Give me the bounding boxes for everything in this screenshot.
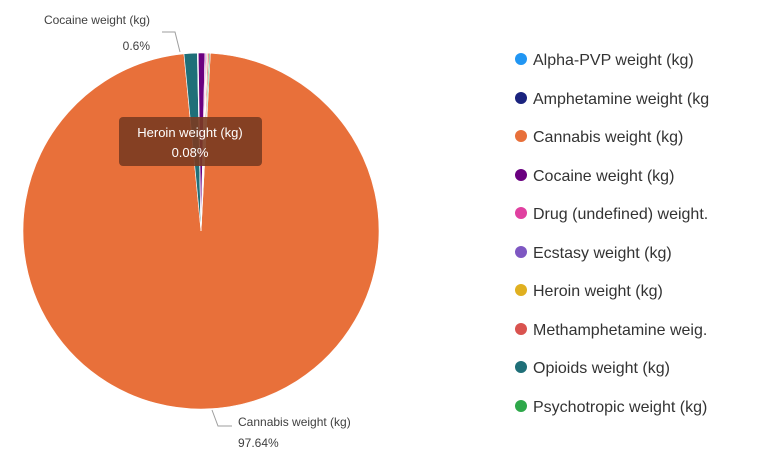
callout-cannabis-label: Cannabis weight (kg)	[238, 415, 351, 429]
legend-marker-opioids[interactable]	[515, 361, 527, 373]
callout-cocaine-value: 0.6%	[123, 39, 151, 53]
legend-marker-amphetamine[interactable]	[515, 92, 527, 104]
legend-marker-ecstasy[interactable]	[515, 246, 527, 258]
callout-cocaine-label: Cocaine weight (kg)	[44, 13, 150, 27]
callout-cannabis-value: 97.64%	[238, 436, 279, 450]
legend-label-cannabis[interactable]: Cannabis weight (kg)	[533, 129, 683, 146]
callout-cocaine: Cocaine weight (kg) 0.6%	[44, 13, 181, 53]
legend-marker-cocaine[interactable]	[515, 169, 527, 181]
tooltip-heroin-box	[119, 117, 262, 166]
legend-marker-cannabis[interactable]	[515, 130, 527, 142]
legend-label-opioids[interactable]: Opioids weight (kg)	[533, 360, 670, 377]
callout-cannabis-leader	[211, 409, 232, 427]
legend-label-psychotropic[interactable]: Psychotropic weight (kg)	[533, 399, 707, 416]
legend-marker-heroin[interactable]	[515, 284, 527, 296]
legend-marker-alpha-pvp[interactable]	[515, 53, 527, 65]
callout-cannabis: Cannabis weight (kg) 97.64%	[211, 409, 351, 450]
tooltip-heroin: Heroin weight (kg) 0.08%	[119, 117, 262, 166]
legend-marker-drug-undefined[interactable]	[515, 207, 527, 219]
pie-slices	[22, 52, 380, 410]
pie-slice-cannabis-weight[interactable]	[22, 52, 380, 410]
legend-marker-psychotropic[interactable]	[515, 400, 527, 412]
legend-label-alpha-pvp[interactable]: Alpha-PVP weight (kg)	[533, 52, 694, 69]
legend-label-amphetamine[interactable]: Amphetamine weight (kg	[533, 91, 709, 108]
callout-cocaine-leader	[162, 31, 181, 53]
legend-label-drug-undefined[interactable]: Drug (undefined) weight.	[533, 206, 708, 223]
legend-label-heroin[interactable]: Heroin weight (kg)	[533, 283, 663, 300]
legend-marker-methamphetamine[interactable]	[515, 323, 527, 335]
tooltip-heroin-label: Heroin weight (kg)	[137, 125, 243, 140]
legend-label-methamphetamine[interactable]: Methamphetamine weig.	[533, 322, 707, 339]
legend-label-cocaine[interactable]: Cocaine weight (kg)	[533, 168, 674, 185]
legend: Alpha-PVP weight (kg) Amphetamine weight…	[515, 52, 709, 416]
tooltip-heroin-value: 0.08%	[172, 145, 209, 160]
legend-label-ecstasy[interactable]: Ecstasy weight (kg)	[533, 245, 672, 262]
